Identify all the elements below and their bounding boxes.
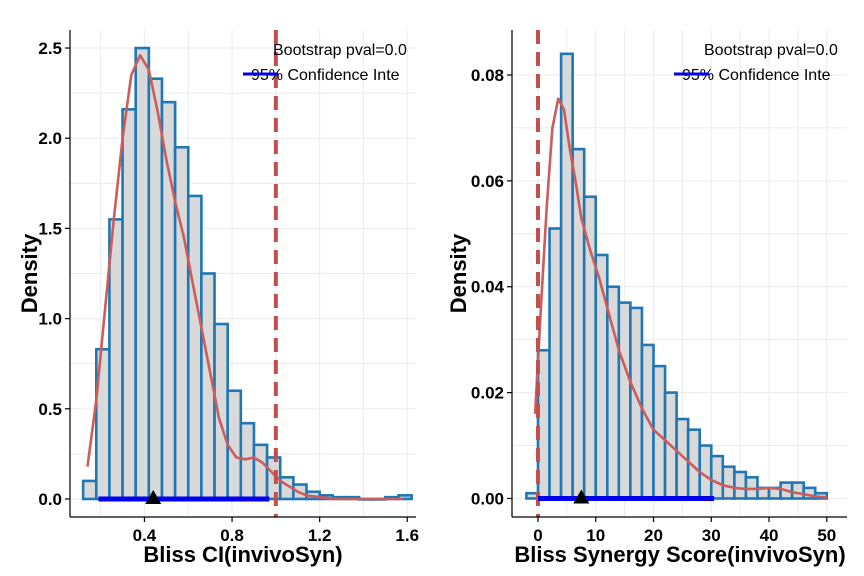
legend-ci-text: 95% Confidence Inte bbox=[682, 67, 831, 84]
x-tick-label: 0.8 bbox=[220, 526, 244, 545]
x-tick-label: 1.6 bbox=[395, 526, 419, 545]
histogram-bar bbox=[173, 145, 190, 501]
histogram-bar bbox=[548, 227, 563, 500]
histogram-bar bbox=[147, 77, 164, 501]
x-tick-label: 40 bbox=[760, 526, 779, 545]
y-tick-label: 1.5 bbox=[38, 219, 62, 238]
histogram-bar bbox=[239, 421, 256, 501]
y-axis-title: Density bbox=[446, 233, 471, 313]
point-estimate-marker bbox=[573, 489, 590, 504]
plot-area: Bootstrap pval=0.0 95% Confidence Inte bbox=[512, 30, 847, 517]
histogram-bar bbox=[617, 301, 632, 500]
y-axis-title: Density bbox=[17, 233, 42, 313]
y-tick-label: 0.00 bbox=[471, 489, 504, 508]
histogram-bar bbox=[108, 218, 124, 501]
density-curve bbox=[86, 54, 403, 501]
y-tick-label: 1.0 bbox=[38, 310, 62, 329]
x-tick-label: 0 bbox=[533, 526, 542, 545]
histogram-bar bbox=[397, 494, 413, 501]
histogram-bar bbox=[582, 195, 598, 500]
y-tick-label: 0.08 bbox=[471, 66, 504, 85]
histogram-bar bbox=[790, 481, 805, 500]
density-curve bbox=[533, 97, 827, 499]
y-tick-label: 0.0 bbox=[38, 490, 62, 509]
y-tick-label: 0.04 bbox=[471, 278, 505, 297]
y-tick-label: 0.02 bbox=[471, 384, 504, 403]
x-axis-title: Bliss Synergy Score(invivoSyn) bbox=[514, 542, 845, 567]
right-panel: Bootstrap pval=0.0 95% Confidence Inte 0.0… bbox=[446, 30, 847, 567]
legend-ci-text: 95% Confidence Inte bbox=[251, 67, 400, 84]
y-tick-label: 0.5 bbox=[38, 400, 62, 419]
legend-pval-text: Bootstrap pval=0.0 bbox=[273, 42, 407, 59]
histogram-bar bbox=[733, 470, 748, 500]
histogram-bar bbox=[186, 194, 203, 501]
point-estimate-marker bbox=[145, 489, 162, 504]
x-tick-label: 30 bbox=[702, 526, 721, 545]
plot-area: Bootstrap pval=0.0 95% Confidence Inte bbox=[70, 30, 416, 517]
x-tick-label: 0.4 bbox=[133, 526, 157, 545]
y-tick-label: 0.06 bbox=[471, 172, 504, 191]
histogram-bar bbox=[226, 389, 243, 501]
x-tick-label: 10 bbox=[586, 526, 605, 545]
legend-pval-text: Bootstrap pval=0.0 bbox=[704, 42, 838, 59]
x-tick-label: 50 bbox=[817, 526, 836, 545]
histogram-bar bbox=[134, 46, 151, 501]
histogram-bar bbox=[709, 454, 725, 500]
y-tick-label: 2.0 bbox=[38, 129, 62, 148]
histogram-bar bbox=[81, 479, 98, 501]
histogram-bar bbox=[121, 108, 137, 501]
x-tick-label: 1.2 bbox=[308, 526, 332, 545]
x-axis-title: Bliss CI(invivoSyn) bbox=[143, 542, 342, 567]
x-tick-label: 20 bbox=[644, 526, 663, 545]
left-panel: Bootstrap pval=0.0 95% Confidence Inte 0.0… bbox=[17, 30, 419, 567]
y-tick-label: 2.5 bbox=[38, 39, 62, 58]
histogram-bar bbox=[160, 100, 177, 501]
histogram-bar bbox=[252, 443, 269, 501]
histogram-bar bbox=[721, 465, 736, 500]
